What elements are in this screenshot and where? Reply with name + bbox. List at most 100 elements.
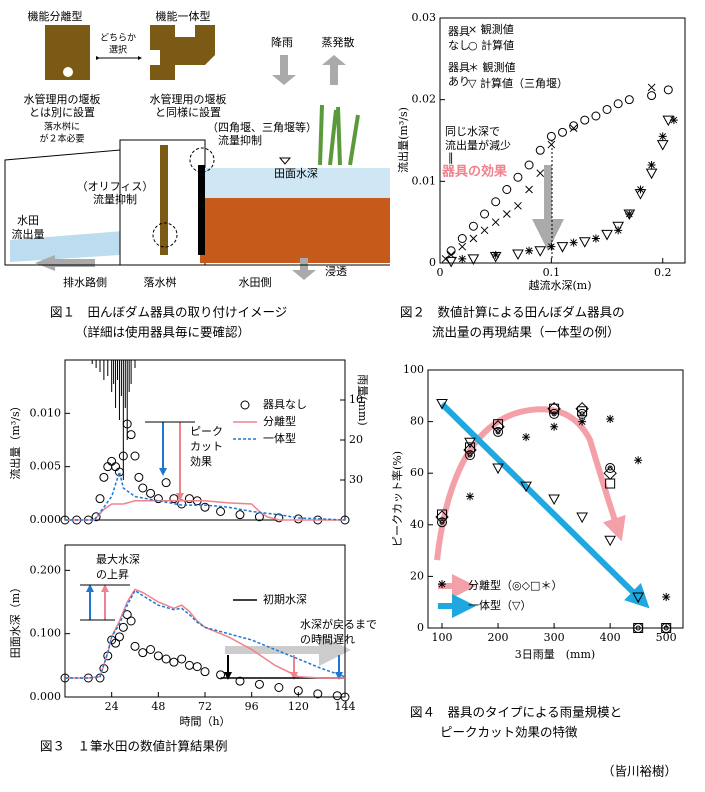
point bbox=[535, 145, 545, 155]
x-tick-label: 300 bbox=[544, 631, 565, 644]
point bbox=[601, 229, 613, 241]
point-inner bbox=[439, 519, 445, 525]
y-axis-label: 田面水深（m） bbox=[9, 582, 22, 658]
point bbox=[612, 221, 625, 233]
trend-separate bbox=[434, 406, 626, 561]
point bbox=[458, 254, 467, 263]
caption: ピークカット効果の特徴 bbox=[440, 725, 578, 740]
annotation: の時間遅れ bbox=[300, 633, 355, 646]
y-tick-label: 100 bbox=[403, 363, 424, 376]
point bbox=[569, 124, 578, 133]
point bbox=[146, 488, 156, 498]
point bbox=[114, 467, 124, 477]
point bbox=[493, 426, 504, 437]
legend-entry: 一体型 bbox=[263, 431, 296, 445]
point-inner bbox=[663, 625, 669, 631]
rain-bar bbox=[124, 360, 126, 408]
point bbox=[467, 254, 480, 265]
y-axis-label: 流出量(m³/s) bbox=[396, 107, 410, 173]
y-tick-label: 0 bbox=[429, 256, 436, 269]
label: 田面水深 bbox=[274, 167, 318, 180]
y-tick-label: 0.02 bbox=[412, 93, 437, 106]
point bbox=[647, 91, 657, 101]
point bbox=[547, 242, 556, 251]
legend-entry: 器具 bbox=[448, 61, 470, 74]
label: 機能分離型 bbox=[28, 9, 83, 23]
label: 落水桝に bbox=[44, 121, 80, 133]
annotation: 効果 bbox=[190, 454, 212, 468]
point bbox=[436, 399, 448, 410]
rain-bar bbox=[103, 360, 105, 380]
point bbox=[577, 406, 588, 417]
rain-bar bbox=[126, 360, 128, 440]
point bbox=[525, 185, 533, 194]
x-tick-label: 144 bbox=[335, 700, 356, 713]
x-tick-label: 400 bbox=[600, 631, 621, 644]
label: どちらか bbox=[100, 33, 136, 44]
label: が２本必要 bbox=[39, 133, 84, 145]
point bbox=[492, 463, 504, 475]
point bbox=[547, 140, 556, 149]
point bbox=[134, 472, 144, 482]
point bbox=[122, 419, 132, 429]
rain-bar bbox=[130, 360, 132, 384]
point bbox=[118, 622, 128, 632]
point bbox=[520, 481, 532, 493]
point bbox=[591, 234, 600, 243]
y-axis-label: 流出量（m³/s） bbox=[8, 400, 22, 479]
paddy-soil bbox=[200, 198, 390, 263]
weir-circle bbox=[189, 147, 215, 173]
y-tick-label: 0.005 bbox=[30, 460, 62, 473]
water-level bbox=[278, 157, 292, 165]
point bbox=[469, 234, 478, 243]
point bbox=[313, 689, 323, 699]
point bbox=[493, 419, 504, 430]
annotation: の上昇 bbox=[96, 568, 129, 581]
evap-arrow bbox=[322, 55, 346, 85]
point bbox=[633, 623, 644, 633]
decorations bbox=[80, 140, 650, 680]
point bbox=[613, 99, 623, 109]
point bbox=[138, 648, 148, 658]
legend-entry: 初期水深 bbox=[263, 592, 307, 606]
point bbox=[332, 691, 342, 701]
point bbox=[632, 592, 645, 604]
rain-bar bbox=[118, 360, 120, 420]
point bbox=[624, 95, 634, 105]
point bbox=[491, 197, 501, 207]
point bbox=[480, 209, 490, 219]
annotation: ピーク bbox=[190, 425, 223, 438]
point bbox=[465, 442, 476, 453]
point bbox=[153, 494, 163, 504]
x-axis-label: 時間（h） bbox=[179, 715, 230, 728]
point bbox=[274, 513, 284, 523]
legend-entry: ○ 計算値 bbox=[468, 38, 514, 52]
point bbox=[161, 478, 171, 488]
point bbox=[465, 450, 476, 461]
point bbox=[569, 121, 579, 131]
point bbox=[522, 433, 531, 442]
y-tick-label: 0 bbox=[417, 621, 424, 634]
legend-entry: ▽ 計算値（三角堰） bbox=[468, 76, 568, 90]
plot-frame bbox=[439, 17, 686, 264]
caption: 図１ 田んぼダム器具の取り付けイメージ bbox=[50, 305, 287, 320]
legend-entry: 器具 bbox=[448, 25, 470, 38]
point bbox=[293, 514, 303, 524]
y-tick-label: 0.010 bbox=[30, 406, 62, 419]
point bbox=[578, 237, 591, 248]
point bbox=[464, 437, 476, 449]
legend-entry: 分離型 bbox=[263, 414, 296, 428]
label: （オリフィス） bbox=[77, 180, 154, 193]
annotation: 水深が戻るまで bbox=[300, 617, 377, 631]
point bbox=[254, 679, 264, 689]
point bbox=[107, 456, 117, 466]
paddy-water bbox=[200, 168, 390, 198]
point bbox=[130, 451, 140, 461]
legend-entry: 器具なし bbox=[263, 398, 307, 411]
rain-bar bbox=[113, 360, 115, 384]
point bbox=[623, 209, 636, 221]
point bbox=[662, 593, 671, 602]
point bbox=[525, 246, 534, 255]
y2-tick-label: 10 bbox=[349, 393, 363, 406]
point bbox=[177, 499, 187, 509]
